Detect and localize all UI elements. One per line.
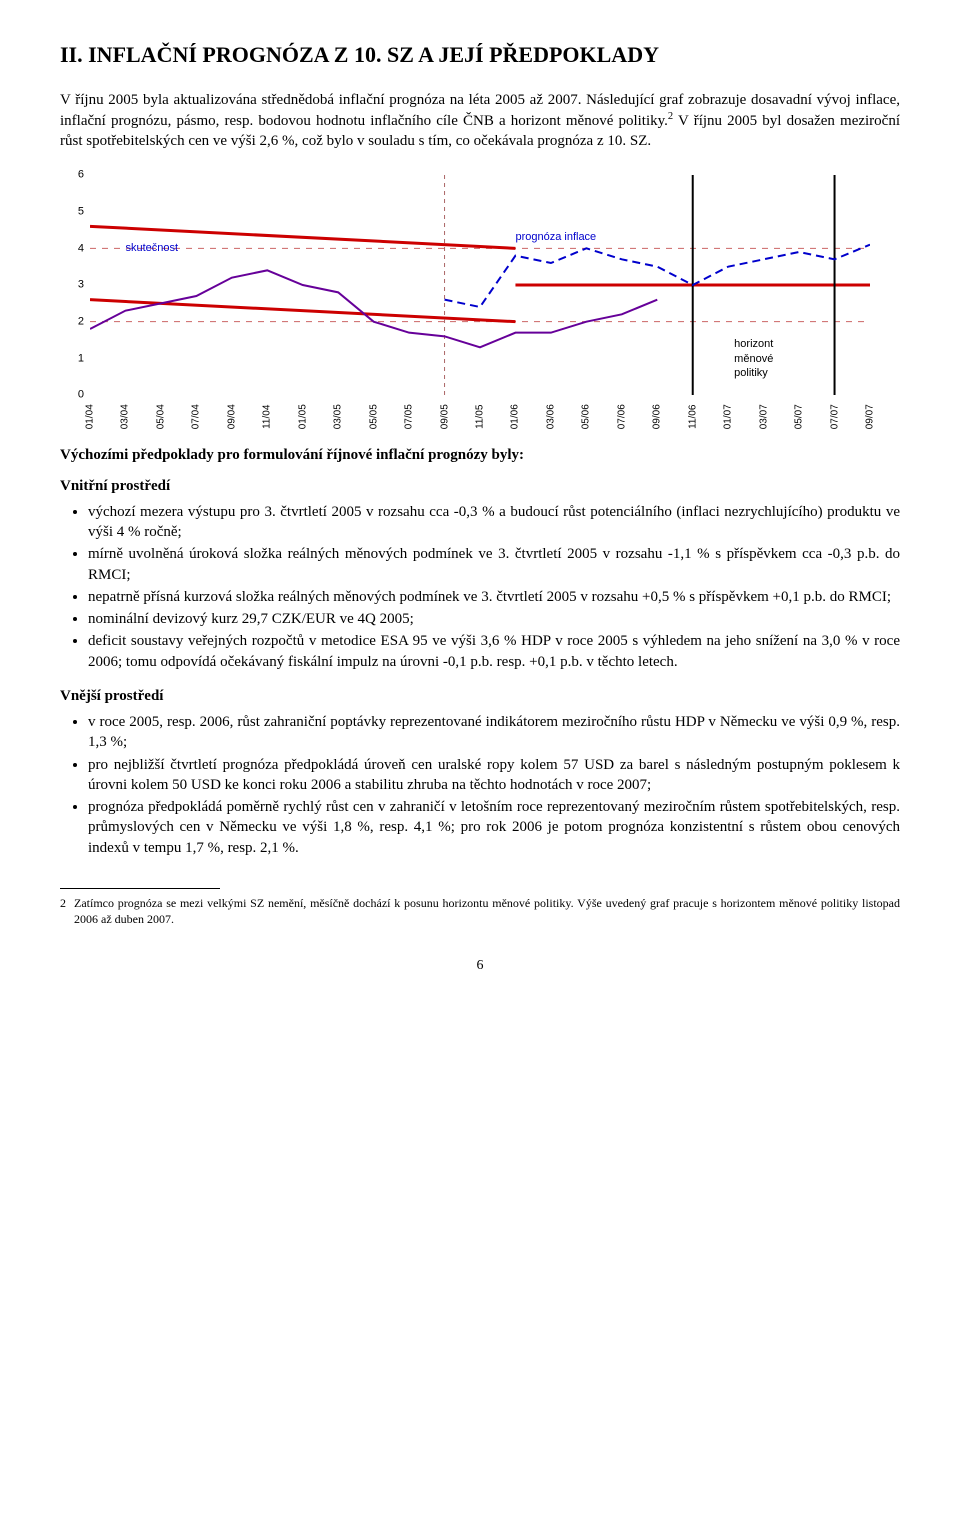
intro-paragraph: V říjnu 2005 byla aktualizována středněd… [60,90,900,152]
x-tick-label: 11/05 [473,405,487,429]
x-tick-label: 11/04 [261,405,275,429]
chart-label: horizont měnové politiky [734,337,773,382]
x-tick-label: 05/07 [792,404,806,429]
y-tick-label: 2 [60,315,84,330]
list-item: výchozí mezera výstupu pro 3. čtvrtletí … [88,502,900,543]
x-tick-label: 09/07 [863,404,877,429]
list-item: mírně uvolněná úroková složka reálných m… [88,544,900,585]
x-tick-label: 07/05 [402,404,416,429]
y-tick-label: 0 [60,388,84,403]
y-tick-label: 6 [60,168,84,183]
external-heading: Vnější prostředí [60,686,900,706]
y-tick-label: 4 [60,241,84,256]
x-tick-label: 03/07 [757,404,771,429]
x-tick-label: 03/06 [544,404,558,429]
page-title: II. INFLAČNÍ PROGNÓZA Z 10. SZ A JEJÍ PŘ… [60,40,900,70]
x-tick-label: 03/04 [119,404,133,429]
x-tick-label: 09/06 [651,404,665,429]
page-number: 6 [60,957,900,976]
footnote-text: Zatímco prognóza se mezi velkými SZ nemě… [74,895,900,927]
x-tick-label: 01/06 [509,404,523,429]
footnote: 2 Zatímco prognóza se mezi velkými SZ ne… [60,895,900,927]
x-tick-label: 09/04 [225,404,239,429]
x-tick-label: 01/04 [83,404,97,429]
list-item: nepatrně přísná kurzová složka reálných … [88,587,900,607]
chart-label: prognóza inflace [515,230,596,245]
list-item: pro nejbližší čtvrtletí prognóza předpok… [88,755,900,796]
x-tick-label: 01/05 [296,404,310,429]
x-tick-label: 07/04 [190,404,204,429]
x-tick-label: 03/05 [331,404,345,429]
list-item: prognóza předpokládá poměrně rychlý růst… [88,797,900,858]
internal-list: výchozí mezera výstupu pro 3. čtvrtletí … [60,502,900,672]
footnote-number: 2 [60,895,74,927]
assumptions-intro: Výchozími předpoklady pro formulování ří… [60,445,900,465]
x-tick-label: 05/05 [367,404,381,429]
x-tick-label: 11/06 [686,405,700,429]
internal-heading: Vnitřní prostředí [60,476,900,496]
list-item: deficit soustavy veřejných rozpočtů v me… [88,631,900,672]
y-tick-label: 1 [60,351,84,366]
list-item: nominální devizový kurz 29,7 CZK/EUR ve … [88,609,900,629]
external-list: v roce 2005, resp. 2006, růst zahraniční… [60,712,900,858]
footnote-separator [60,888,220,889]
x-tick-label: 07/06 [615,404,629,429]
inflation-chart: 012345601/0403/0405/0407/0409/0411/0401/… [60,165,900,425]
chart-label: skutečnost [125,241,178,256]
x-tick-label: 07/07 [828,404,842,429]
y-tick-label: 3 [60,278,84,293]
x-tick-label: 05/06 [580,404,594,429]
x-tick-label: 05/04 [154,404,168,429]
list-item: v roce 2005, resp. 2006, růst zahraniční… [88,712,900,753]
x-tick-label: 01/07 [721,404,735,429]
y-tick-label: 5 [60,205,84,220]
x-tick-label: 09/05 [438,404,452,429]
